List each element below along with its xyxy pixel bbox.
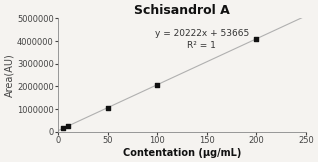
Point bbox=[155, 83, 160, 86]
Point bbox=[66, 125, 71, 127]
Y-axis label: Area(AU): Area(AU) bbox=[4, 53, 14, 97]
Text: y = 20222x + 53665
R² = 1: y = 20222x + 53665 R² = 1 bbox=[155, 29, 249, 50]
X-axis label: Contentation (μg/mL): Contentation (μg/mL) bbox=[123, 148, 241, 158]
Point bbox=[60, 127, 66, 130]
Title: Schisandrol A: Schisandrol A bbox=[134, 4, 230, 17]
Point bbox=[105, 106, 110, 109]
Point bbox=[254, 38, 259, 40]
